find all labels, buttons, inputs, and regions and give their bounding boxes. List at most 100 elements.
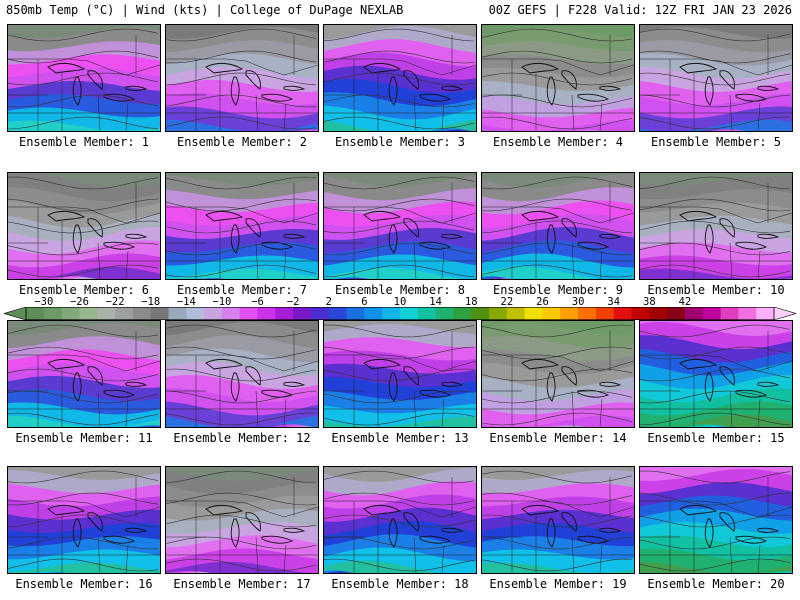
great-lakes-outline — [521, 504, 622, 548]
height-contour — [166, 50, 317, 64]
height-contour — [640, 220, 791, 234]
colorbar-swatch — [61, 307, 80, 320]
colorbar-tick-label: 38 — [643, 296, 656, 308]
height-contour — [166, 176, 317, 190]
height-contour — [640, 94, 791, 108]
height-contour — [8, 368, 159, 382]
political-borders — [482, 183, 634, 279]
height-contour — [324, 50, 475, 64]
ensemble-map-panel — [165, 172, 319, 280]
colorbar-tick-label: 34 — [607, 296, 621, 308]
height-contour — [8, 50, 159, 64]
height-contour — [8, 28, 159, 42]
ensemble-map-panel — [481, 320, 635, 428]
colorbar-tick-label: −26 — [69, 296, 89, 308]
colorbar-swatch — [613, 307, 632, 320]
height-contour — [166, 242, 317, 256]
ensemble-map-panel — [481, 466, 635, 574]
height-contour — [324, 324, 475, 338]
temperature-band — [482, 266, 634, 279]
colorbar-swatch — [97, 307, 116, 320]
political-borders — [482, 331, 634, 427]
height-contour — [8, 346, 159, 360]
colorbar-tick-label: −10 — [212, 296, 232, 308]
height-contour — [640, 50, 791, 64]
temperature-band — [8, 562, 160, 573]
height-contour — [482, 558, 633, 572]
ensemble-member-label: Ensemble Member: 15 — [647, 431, 785, 445]
ensemble-member-label: Ensemble Member: 7 — [176, 283, 308, 297]
height-contour — [640, 536, 791, 550]
great-lakes-outline — [679, 358, 780, 402]
height-contour — [8, 492, 159, 506]
height-contour — [482, 94, 633, 108]
ensemble-map-panel — [639, 320, 793, 428]
colorbar-swatch — [168, 307, 187, 320]
temperature-band — [324, 105, 476, 131]
height-contour — [166, 536, 317, 550]
ensemble-member-label: Ensemble Member: 11 — [15, 431, 153, 445]
height-contour — [324, 198, 475, 212]
height-contour — [640, 368, 791, 382]
ensemble-member-label: Ensemble Member: 2 — [176, 135, 308, 149]
ensemble-member-label: Ensemble Member: 17 — [173, 577, 311, 591]
colorbar-swatch — [489, 307, 508, 320]
colorbar-swatch — [150, 307, 169, 320]
colorbar-tick-label: 6 — [361, 296, 368, 308]
height-contour — [482, 242, 633, 256]
colorbar-swatch — [702, 307, 721, 320]
political-borders — [8, 35, 160, 131]
colorbar-swatch — [79, 307, 98, 320]
ensemble-map-panel — [7, 466, 161, 574]
colorbar-swatch — [239, 307, 258, 320]
height-contour — [640, 28, 791, 42]
great-lakes-outline — [521, 210, 622, 254]
ensemble-member-label: Ensemble Member: 20 — [647, 577, 785, 591]
colorbar-swatch — [631, 307, 650, 320]
colorbar-swatch — [382, 307, 401, 320]
height-contour — [640, 198, 791, 212]
colorbar-swatch — [186, 307, 205, 320]
great-lakes-outline — [205, 62, 306, 106]
height-contour — [8, 324, 159, 338]
political-borders — [166, 183, 318, 279]
height-contour — [324, 412, 475, 426]
colorbar-tick-label: 14 — [429, 296, 442, 308]
great-lakes-outline — [205, 504, 306, 548]
height-contour — [8, 198, 159, 212]
temperature-band — [640, 119, 792, 131]
height-contour — [640, 324, 791, 338]
colorbar-swatch — [417, 307, 437, 320]
height-contour — [166, 470, 317, 484]
colorbar-swatch — [720, 307, 739, 320]
colorbar-tick-label: 10 — [393, 296, 407, 308]
height-contour — [8, 94, 159, 108]
ensemble-member-label: Ensemble Member: 19 — [489, 577, 627, 591]
great-lakes-outline — [47, 62, 148, 106]
height-contour — [482, 390, 633, 404]
colorbar-tick-label: 2 — [325, 296, 332, 308]
height-contour — [482, 116, 633, 130]
colorbar-tick-label: 30 — [571, 296, 585, 308]
height-contour — [324, 94, 475, 108]
great-lakes-outline — [47, 210, 148, 254]
height-contour — [482, 470, 633, 484]
height-contour — [166, 558, 317, 572]
political-borders — [166, 35, 318, 131]
height-contour — [640, 514, 791, 528]
height-contour — [482, 220, 633, 234]
height-contour — [8, 536, 159, 550]
colorbar-swatch — [649, 307, 668, 320]
colorbar-swatch — [542, 307, 561, 320]
ensemble-member-label: Ensemble Member: 6 — [18, 283, 150, 297]
ensemble-member-label: Ensemble Member: 16 — [15, 577, 153, 591]
ensemble-member-label: Ensemble Member: 3 — [334, 135, 466, 149]
height-contour — [482, 536, 633, 550]
colorbar-swatch — [435, 307, 454, 320]
political-borders — [166, 331, 318, 427]
colorbar-tick-label: −2 — [286, 296, 300, 308]
ensemble-map-panel — [323, 466, 477, 574]
height-contour — [166, 492, 317, 506]
height-contour — [482, 368, 633, 382]
temperature-band — [324, 560, 476, 573]
